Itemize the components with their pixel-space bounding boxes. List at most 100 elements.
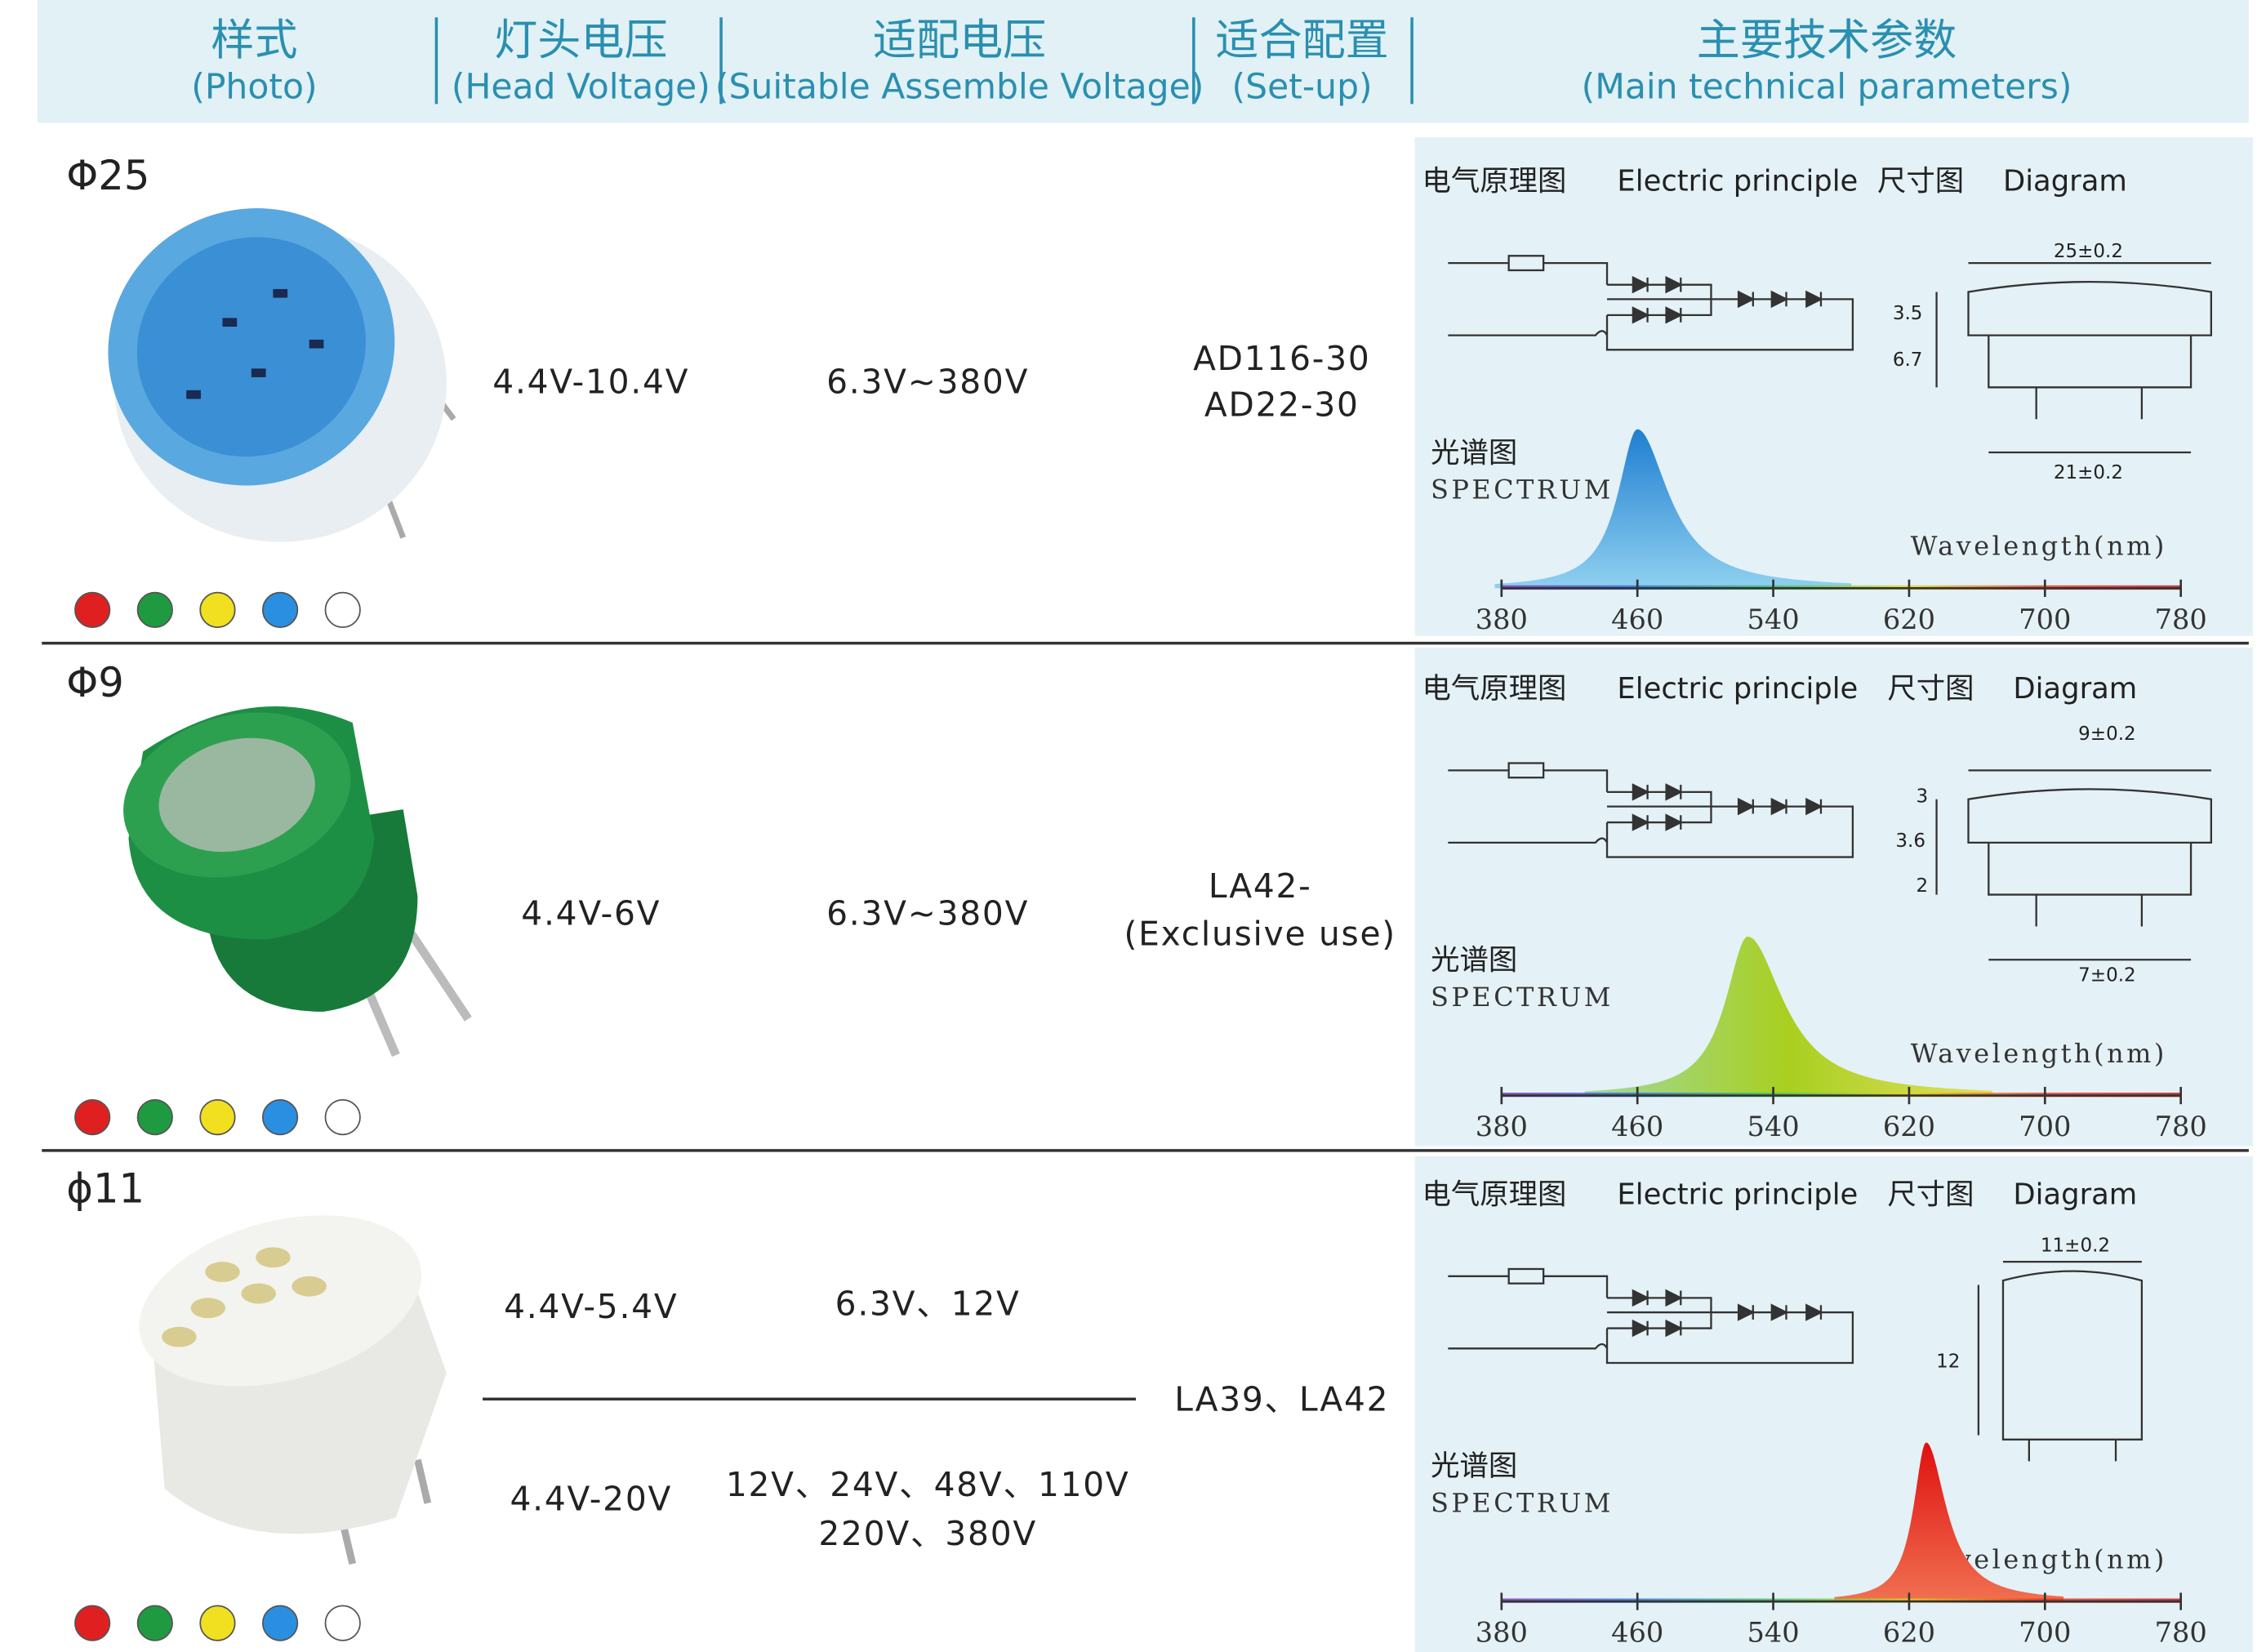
color-dot	[199, 591, 236, 629]
diagram-label: 尺寸图	[1887, 1178, 1974, 1211]
resistor	[1507, 1267, 1545, 1285]
header-en: (Photo)	[191, 67, 317, 107]
dimension-drawing	[1977, 1260, 2144, 1462]
spectrum-peak	[1494, 429, 1852, 589]
axis-tick-label: 460	[1611, 1111, 1663, 1142]
color-dot	[199, 1099, 236, 1136]
photo-phi11	[139, 1215, 447, 1565]
size-label: ϕ11	[66, 1165, 145, 1213]
head-voltage: 4.4V-5.4V	[504, 1287, 678, 1326]
diode	[1770, 1303, 1789, 1321]
outline	[1935, 261, 2212, 454]
header-en: (Suitable Assemble Voltage)	[715, 67, 1204, 107]
diode	[1737, 1303, 1756, 1321]
setup: LA42-	[1209, 866, 1312, 906]
diode	[1632, 275, 1650, 294]
resistor	[1507, 762, 1545, 779]
diagram-label: 尺寸图	[1877, 165, 1964, 198]
axis-tick-label: 620	[1883, 1111, 1935, 1142]
color-dot	[136, 1099, 173, 1136]
header-zh: 主要技术参数	[1697, 15, 1957, 65]
diagram-en: Diagram	[2003, 165, 2127, 198]
axis-tick-label: 380	[1476, 603, 1528, 635]
header-en: (Head Voltage)	[452, 67, 710, 107]
diode	[1805, 290, 1823, 309]
axis-tick-label: 780	[2155, 1617, 2207, 1649]
spectrum-label: 光谱图	[1431, 436, 1517, 470]
spectrum-label: 光谱图	[1431, 1449, 1517, 1483]
circuit	[1448, 1267, 1854, 1365]
dimension: 21±0.2	[2054, 462, 2123, 483]
spectrum-peak	[1834, 1442, 2064, 1602]
dimension-drawing	[1935, 261, 2212, 454]
diode	[1665, 1289, 1683, 1307]
diagram-en: Diagram	[2013, 672, 2137, 706]
color-dot	[199, 1605, 236, 1641]
diode	[1665, 306, 1683, 324]
header-zh: 适合配置	[1215, 15, 1388, 65]
diode	[1805, 1303, 1823, 1321]
axis-tick-label: 620	[1883, 1617, 1935, 1649]
diode	[1737, 797, 1756, 816]
head-voltage: 4.4V-20V	[510, 1480, 672, 1519]
dimension: 3.6	[1895, 830, 1925, 852]
header-band	[37, 0, 2249, 123]
diode	[1770, 797, 1789, 816]
setup: (Exclusive use)	[1124, 915, 1396, 954]
axis-tick-label: 620	[1883, 603, 1935, 635]
axis-tick-label: 780	[2155, 603, 2207, 635]
circuit	[1448, 762, 1854, 858]
color-dot	[261, 591, 299, 629]
size-label: Φ9	[66, 659, 124, 706]
axis-tick-label: 460	[1611, 603, 1663, 635]
diode	[1665, 813, 1683, 831]
dimension: 2	[1917, 875, 1929, 897]
outline	[1935, 769, 2212, 961]
size-label: Φ25	[66, 152, 149, 199]
header-zh: 适配电压	[873, 15, 1046, 65]
electric-en: Electric principle	[1617, 165, 1858, 198]
header-separators	[434, 17, 1413, 105]
electric-label: 电气原理图	[1422, 1178, 1566, 1211]
spectrum-label: 光谱图	[1431, 944, 1517, 977]
spectrum-peak	[1584, 936, 1992, 1096]
color-dot	[74, 1099, 111, 1136]
diode	[1632, 783, 1650, 801]
assemble-voltage: 6.3V~380V	[826, 362, 1029, 401]
diode	[1737, 290, 1756, 309]
axis-tick-label: 540	[1747, 603, 1799, 635]
header-zh: 样式	[211, 15, 297, 65]
color-dot	[136, 1605, 173, 1641]
panels	[1414, 137, 2254, 1652]
diode	[1632, 1289, 1650, 1307]
color-dot	[261, 1099, 299, 1136]
dimension: 3	[1917, 786, 1929, 807]
outline	[1977, 1260, 2144, 1462]
spectrum-en: SPECTRUM	[1431, 982, 1614, 1013]
header-zh: 灯头电压	[494, 15, 667, 65]
head-voltage: 4.4V-6V	[521, 894, 661, 933]
header-en: (Set-up)	[1232, 67, 1373, 107]
electric-label: 电气原理图	[1422, 165, 1566, 198]
wavelength-label: Wavelength(nm)	[1911, 531, 2167, 562]
axis-tick-label: 780	[2155, 1111, 2207, 1142]
axis-tick-label: 700	[2019, 1111, 2071, 1142]
diode	[1632, 306, 1650, 324]
axis-tick-label: 540	[1747, 1111, 1799, 1142]
diagram-en: Diagram	[2013, 1178, 2137, 1211]
wavelength-label: Wavelength(nm)	[1911, 1038, 2167, 1069]
header-en: (Main technical parameters)	[1582, 67, 2072, 107]
head-voltage: 4.4V-10.4V	[492, 362, 689, 401]
dimension: 11±0.2	[2041, 1236, 2110, 1257]
color-dot	[324, 1605, 361, 1641]
circuit-wires	[1448, 261, 1854, 351]
axis-tick-label: 380	[1476, 1617, 1528, 1649]
electric-en: Electric principle	[1617, 1178, 1858, 1211]
dimension: 9±0.2	[2078, 724, 2135, 745]
color-dot	[261, 1605, 299, 1641]
electric-label: 电气原理图	[1422, 672, 1566, 706]
axis-tick-label: 700	[2019, 1617, 2071, 1649]
diode	[1665, 783, 1683, 801]
